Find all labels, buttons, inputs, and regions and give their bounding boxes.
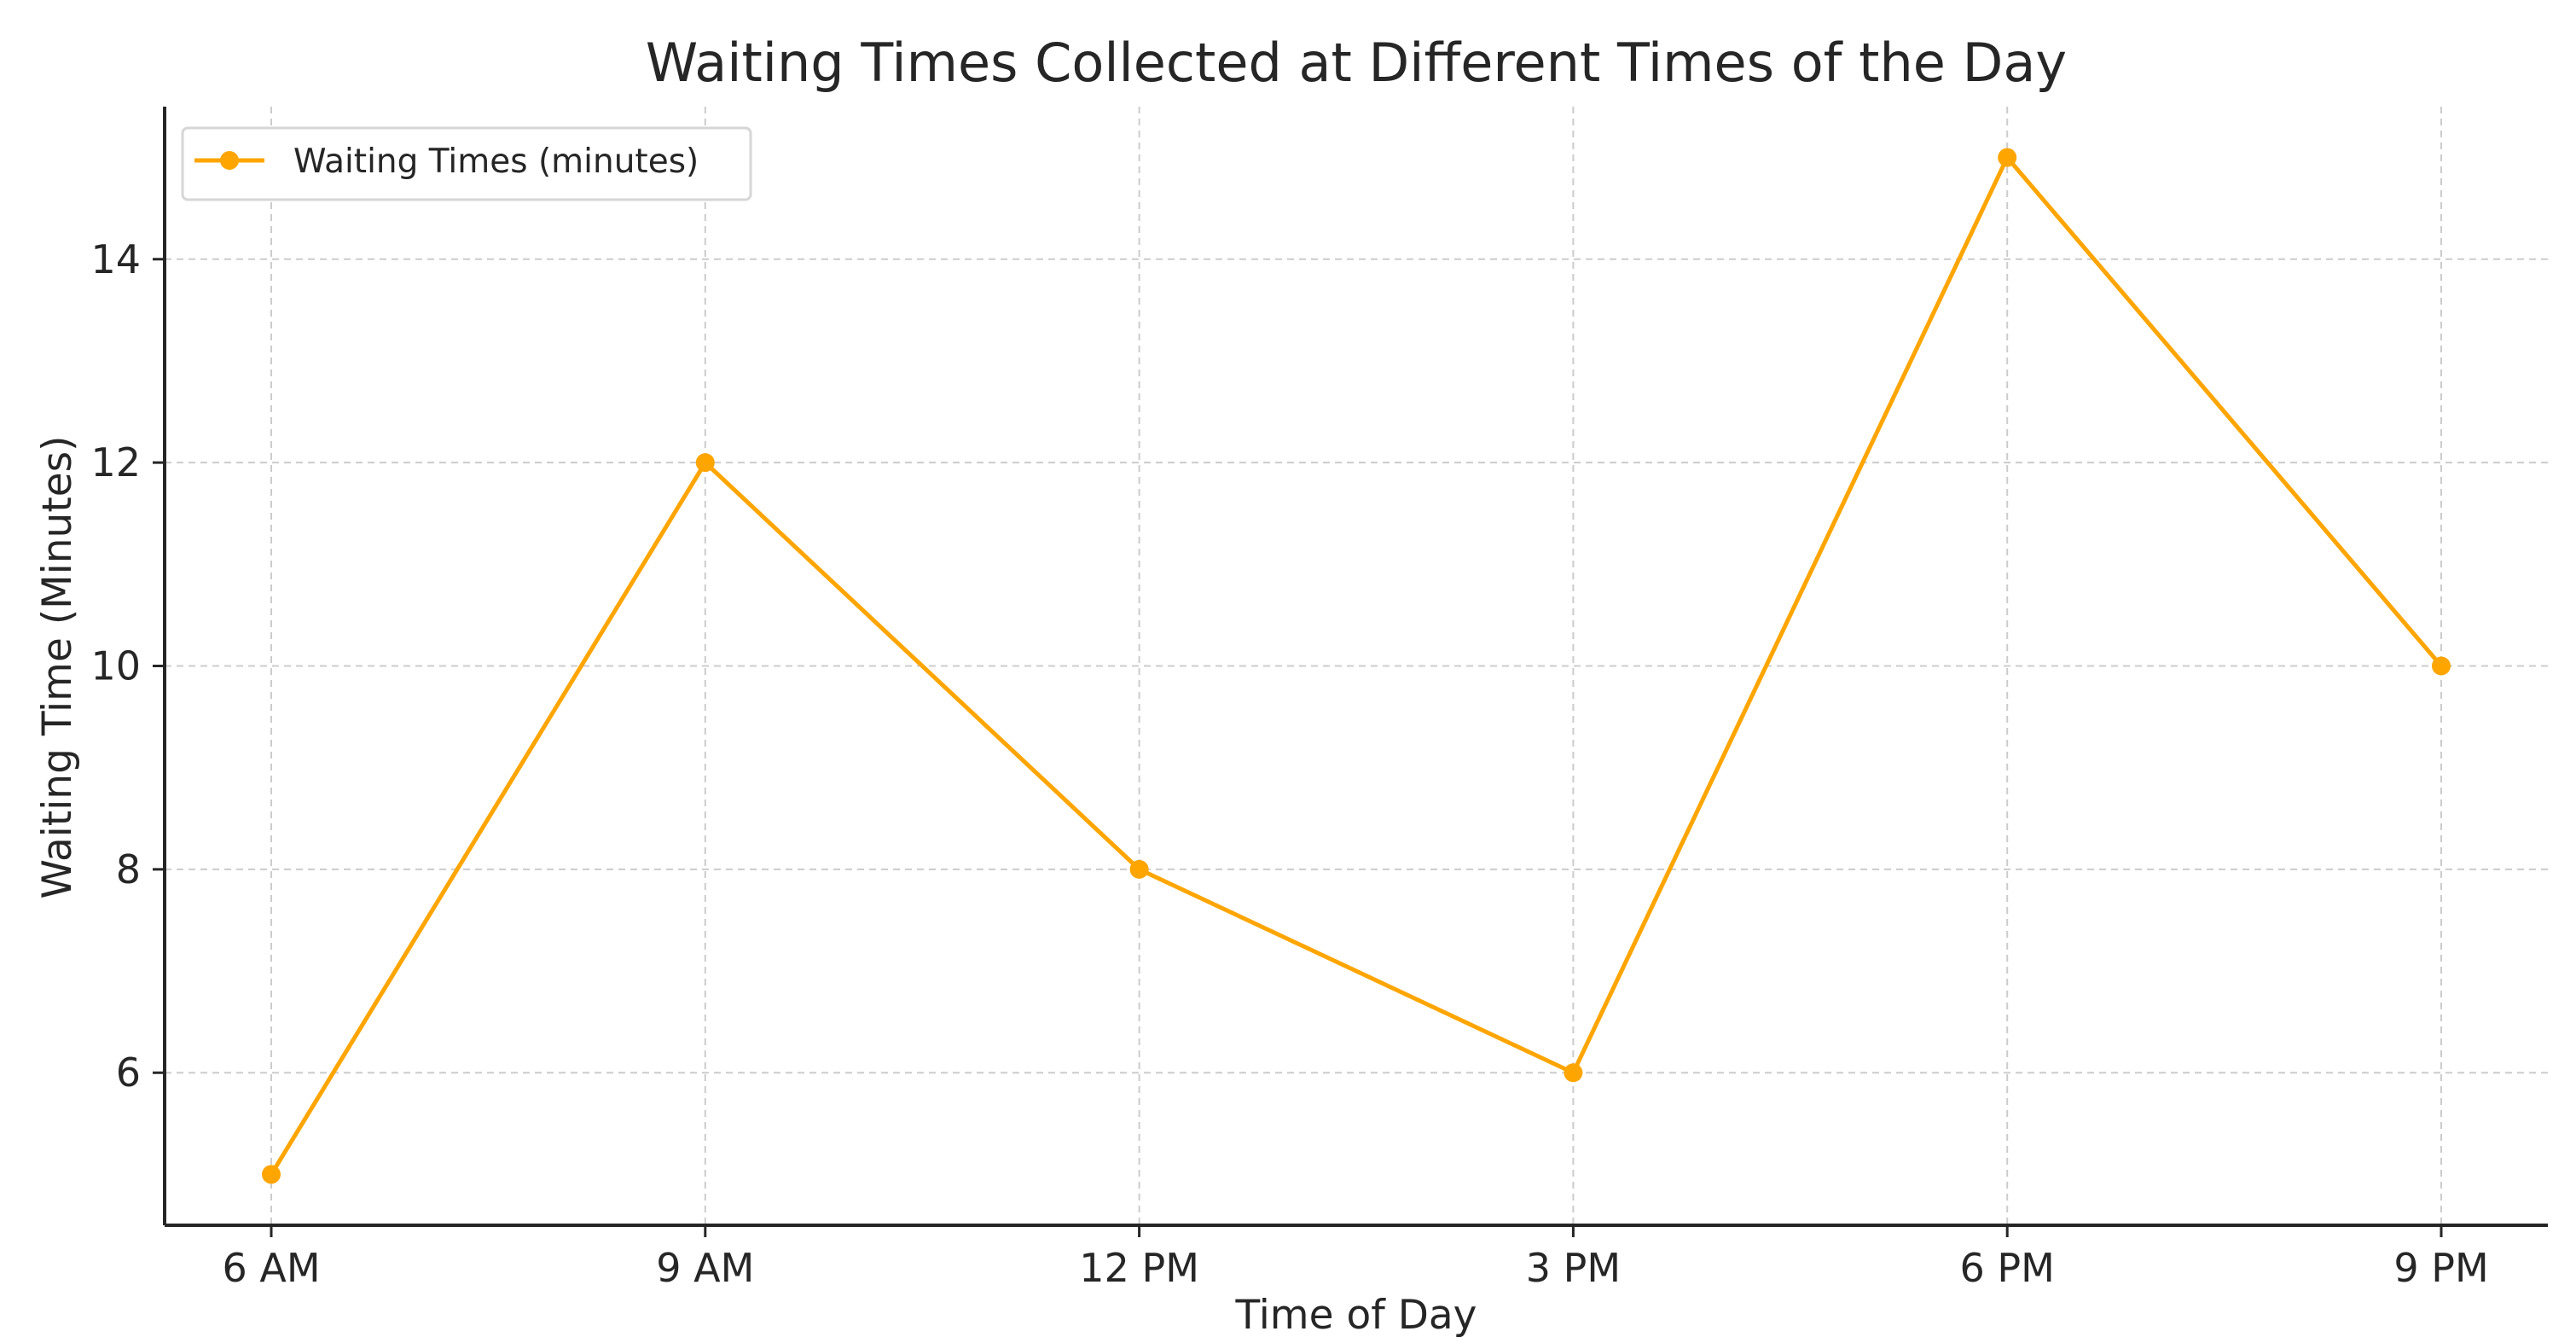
grid-layer bbox=[165, 107, 2548, 1225]
chart-title: Waiting Times Collected at Different Tim… bbox=[646, 32, 2067, 94]
y-tick-label: 14 bbox=[90, 236, 141, 282]
x-axis-label: Time of Day bbox=[1234, 1292, 1477, 1339]
legend-box bbox=[181, 126, 752, 201]
y-tick-labels: 6 8 10 12 14 bbox=[90, 236, 141, 1096]
x-tick-label: 3 PM bbox=[1526, 1245, 1621, 1291]
y-tick-label: 6 bbox=[116, 1049, 141, 1096]
x-tick-label: 6 AM bbox=[222, 1245, 320, 1291]
data-point-marker bbox=[1564, 1063, 1583, 1083]
series-layer bbox=[262, 148, 2451, 1184]
x-tick-label: 6 PM bbox=[1960, 1245, 2055, 1291]
data-point-marker bbox=[262, 1165, 281, 1184]
x-tick-labels: 6 AM 9 AM 12 PM 3 PM 6 PM 9 PM bbox=[222, 1245, 2488, 1291]
data-point-marker bbox=[695, 453, 715, 473]
x-tick-label: 9 AM bbox=[656, 1245, 754, 1291]
y-tick-label: 10 bbox=[90, 643, 141, 689]
x-tick-label: 12 PM bbox=[1079, 1245, 1199, 1291]
data-point-marker bbox=[1129, 859, 1149, 879]
legend-label: Waiting Times (minutes) bbox=[293, 142, 699, 181]
data-point-marker bbox=[1998, 148, 2017, 167]
legend: Waiting Times (minutes) bbox=[181, 126, 752, 201]
y-tick-label: 12 bbox=[90, 439, 141, 485]
x-tick-label: 9 PM bbox=[2393, 1245, 2488, 1291]
data-point-marker bbox=[2432, 656, 2451, 676]
legend-marker-swatch bbox=[220, 151, 239, 170]
series-line bbox=[269, 155, 2443, 1176]
y-axis-label: Waiting Time (Minutes) bbox=[34, 435, 81, 898]
y-tick-label: 8 bbox=[116, 846, 141, 892]
axes-layer bbox=[153, 107, 2548, 1237]
